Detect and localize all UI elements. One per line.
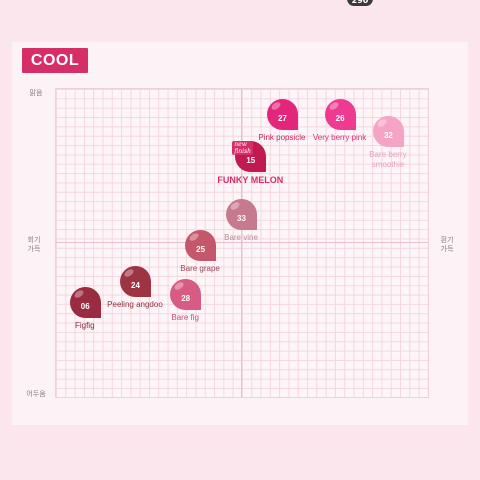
shade-code: 06 [80, 302, 90, 312]
shade-name-label: Bare vine [224, 233, 258, 243]
shade-code: 25 [196, 245, 206, 255]
x-axis-right-label: 흰기 가득 [440, 236, 454, 253]
x-axis-left-label: 회기 가득 [27, 236, 41, 253]
shade-code: 15 [246, 155, 256, 165]
shade-swatch-24: 24 [119, 265, 151, 297]
shade-code: 28 [181, 294, 191, 304]
shade-code: 33 [237, 214, 246, 224]
shade-name-label: Pink popsicle [258, 133, 306, 143]
plot-grid [55, 88, 429, 398]
shade-swatch-33: 33 [226, 199, 257, 231]
shade-name-label: Bare grape [180, 264, 220, 274]
new-finish-tag: new finish [232, 140, 254, 155]
shade-swatch-06: 06 [69, 287, 101, 319]
shade-name-label: FUNKY MELON [217, 174, 284, 185]
shade-swatch-25: 25 [185, 230, 217, 262]
shade-swatch-26: 26 [324, 99, 356, 131]
shade-name-label: Bare fig [171, 313, 199, 323]
page-number-badge: 290 [347, 0, 373, 6]
shade-swatch-32: 32 [372, 116, 404, 148]
shade-swatch-27: 27 [266, 99, 298, 131]
shade-code: 24 [131, 280, 140, 290]
shade-name-label: Very berry pink [312, 133, 367, 143]
y-axis-top-label: 맑음 [29, 89, 43, 97]
shade-code: 32 [383, 131, 393, 141]
shade-code: 26 [335, 114, 345, 124]
shade-name-label: Bare berry smoothie [369, 150, 407, 170]
shade-code: 27 [277, 114, 287, 124]
shade-name-label: Figfig [74, 321, 95, 331]
y-axis-line [241, 88, 242, 397]
shade-name-label: Peeling angdoo [107, 299, 163, 309]
shade-swatch-28: 28 [170, 279, 202, 311]
y-axis-bottom-label: 어두움 [26, 390, 46, 398]
section-label: COOL [22, 48, 88, 73]
